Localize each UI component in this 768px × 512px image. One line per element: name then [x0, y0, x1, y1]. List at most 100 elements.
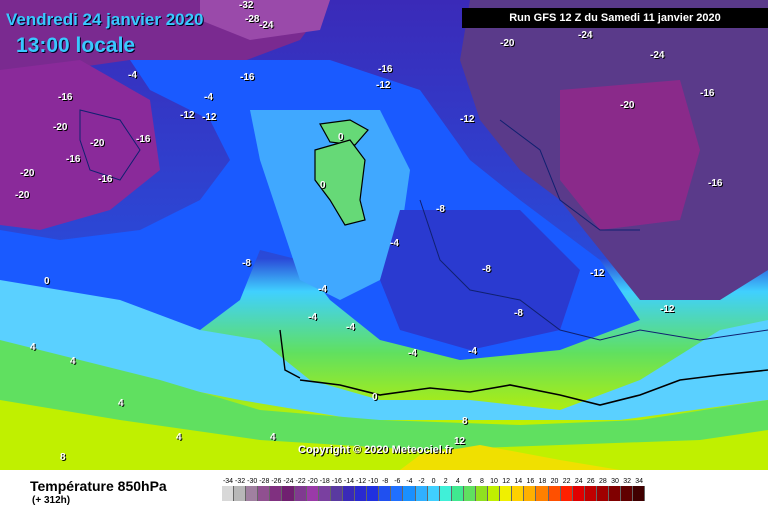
scale-step-swatch — [488, 486, 501, 501]
scale-step: 8 — [475, 478, 489, 501]
scale-step-swatch — [621, 486, 634, 501]
isotherm-label: -16 — [700, 88, 715, 99]
isotherm-label: -28 — [245, 14, 260, 25]
isotherm-label: -8 — [514, 308, 523, 319]
temperature-field — [0, 0, 768, 470]
scale-step-label: 16 — [526, 478, 535, 485]
cold-core-arctic — [200, 0, 330, 40]
isotherm-label: 12 — [454, 436, 466, 447]
scale-step-swatch — [584, 486, 597, 501]
isotherm-label: -12 — [660, 304, 675, 315]
scale-step: 0 — [427, 478, 440, 501]
scale-step-swatch — [548, 486, 561, 501]
scale-step: 18 — [536, 478, 549, 501]
coastline-europe — [419, 199, 768, 341]
scale-step-swatch — [318, 486, 331, 501]
scale-step-label: -28 — [259, 478, 270, 485]
isotherm-label: -16 — [58, 92, 73, 103]
scale-step: -24 — [282, 478, 295, 501]
coastline-scandinavia — [499, 119, 640, 231]
scale-step-label: 22 — [562, 478, 571, 485]
isotherm-label: -16 — [378, 64, 393, 75]
scale-step: -20 — [306, 478, 319, 501]
scale-step-swatch — [222, 486, 235, 501]
scale-step-label: -24 — [283, 478, 294, 485]
model-run-banner: Run GFS 12 Z du Samedi 11 janvier 2020 — [462, 8, 768, 28]
scale-step-swatch — [415, 486, 428, 501]
isotherm-label: -8 — [482, 264, 491, 275]
scale-step-swatch — [633, 486, 646, 501]
isotherm-label: 4 — [118, 398, 124, 409]
isotherm-label: -12 — [460, 114, 475, 125]
scale-step-label: 32 — [623, 478, 631, 485]
cold-pool-europe — [380, 210, 580, 350]
scale-step-swatch — [524, 486, 537, 501]
scale-step: 24 — [572, 478, 585, 501]
legend-bar: Température 850hPa (+ 312h) -34 -32 -30 -28… — [0, 470, 768, 512]
scale-step: -30 — [246, 478, 259, 501]
scale-step-label: 0 — [431, 478, 436, 485]
isotherm-label: -4 — [390, 238, 399, 249]
isotherm-label: -8 — [242, 258, 251, 269]
coastline-canada — [79, 109, 141, 181]
mild-pool-atlantic — [250, 110, 410, 300]
scale-step-label: -20 — [307, 478, 318, 485]
isotherm-label: -4 — [408, 348, 417, 359]
scale-step-label: 24 — [574, 478, 583, 485]
scale-step-swatch — [500, 486, 513, 501]
isotherm-label: -16 — [66, 154, 81, 165]
scale-step-label: -22 — [295, 478, 306, 485]
isotherm-label: -8 — [436, 204, 445, 215]
isotherm-label: 8 — [462, 416, 468, 427]
coastline-iberia — [279, 329, 301, 379]
isotherm-label: 4 — [176, 432, 182, 443]
isotherm-label: -20 — [90, 138, 105, 149]
isotherm-label: -4 — [128, 70, 137, 81]
isotherm-label: 4 — [70, 356, 76, 367]
isotherm-label: -20 — [620, 100, 635, 111]
isotherm-label: -4 — [468, 346, 477, 357]
scale-step-swatch — [536, 486, 549, 501]
scale-step-swatch — [234, 486, 247, 501]
scale-step: -22 — [294, 478, 307, 501]
scale-step: 6 — [463, 478, 476, 501]
scale-step-swatch — [246, 486, 259, 501]
isotherm-label: 0 — [320, 180, 326, 191]
scale-step: -2 — [415, 478, 428, 501]
scale-step: -4 — [403, 478, 416, 501]
scale-step-label: -26 — [271, 478, 282, 485]
scale-step-swatch — [306, 486, 319, 501]
scale-step: 12 — [500, 478, 513, 501]
scale-step: 10 — [488, 478, 501, 501]
scale-step: 16 — [524, 478, 537, 501]
scale-step: -6 — [391, 478, 404, 501]
isotherm-label: 0 — [338, 132, 344, 143]
scale-step-label: -16 — [331, 478, 342, 485]
scale-step: -26 — [270, 478, 283, 501]
isotherm-label: 0 — [44, 276, 50, 287]
scale-step-swatch — [270, 486, 283, 501]
scale-step: 2 — [439, 478, 452, 501]
scale-step-label: -10 — [368, 478, 379, 485]
cold-core-russia — [560, 80, 700, 230]
isotherm-label: -24 — [259, 20, 274, 31]
island-main — [314, 139, 366, 226]
isotherm-label: -20 — [15, 190, 30, 201]
scale-step: 26 — [584, 478, 597, 501]
scale-step-label: 12 — [502, 478, 511, 485]
isotherm-label: -12 — [180, 110, 195, 121]
scale-step-swatch — [560, 486, 573, 501]
island-north — [319, 119, 369, 146]
scale-step-label: -2 — [418, 478, 425, 485]
scale-step-swatch — [355, 486, 368, 501]
scale-step-label: 10 — [490, 478, 498, 485]
isotherm-label: 4 — [270, 432, 276, 443]
scale-step-label: 14 — [514, 478, 523, 485]
isotherm-label: -16 — [136, 134, 151, 145]
scale-step: -18 — [318, 478, 331, 501]
scale-step: 20 — [548, 478, 561, 501]
isotherm-label: -24 — [650, 50, 665, 61]
scale-step-label: 2 — [443, 478, 448, 485]
scale-step-swatch — [391, 486, 404, 501]
scale-step: 4 — [451, 478, 464, 501]
